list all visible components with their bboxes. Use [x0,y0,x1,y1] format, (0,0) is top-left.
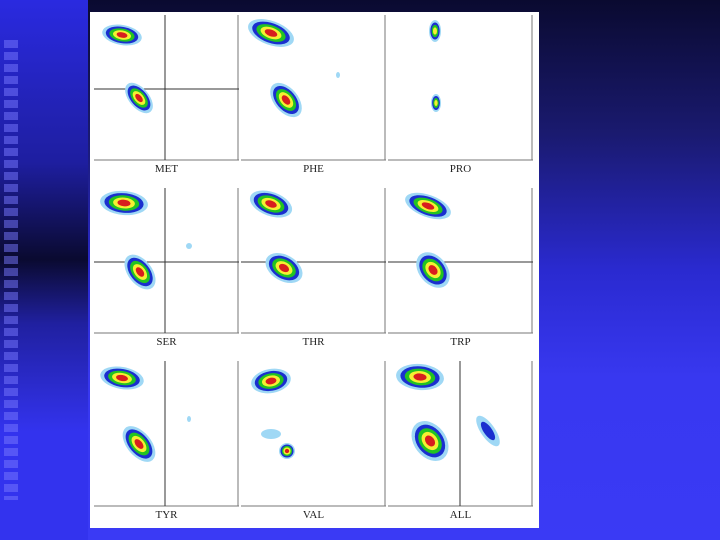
density-contour [413,373,427,381]
density-contour [281,95,291,105]
panel-label: SER [156,336,177,348]
density-contour [284,448,290,454]
density-contour [187,416,191,422]
density-contour [424,435,436,447]
density-contour [186,243,192,249]
square-pattern [4,40,18,500]
density-contour [433,27,437,35]
density-contour [278,263,290,273]
panel-label: VAL [303,509,324,521]
density-contour [116,374,128,382]
panel-label: ALL [450,509,472,521]
density-contour [135,267,145,277]
panel-label: MET [155,163,179,175]
density-contour [421,202,435,210]
density-contour [135,93,143,103]
panel-label: PHE [303,163,324,175]
density-contour [265,377,277,385]
panel-label: PRO [450,163,471,175]
density-contour [480,421,496,441]
density-contour [134,439,144,449]
density-contour [117,199,131,207]
density-contour [264,29,278,37]
density-contour [265,200,277,208]
panel-label: TYR [156,509,179,521]
panel-label: TRP [450,336,470,348]
density-contour [261,429,281,439]
density-contour [428,265,438,275]
density-contour [116,32,128,38]
left-strip [0,0,88,540]
density-contour [434,100,438,106]
panel-label: THR [303,336,326,348]
density-contour [336,72,340,78]
